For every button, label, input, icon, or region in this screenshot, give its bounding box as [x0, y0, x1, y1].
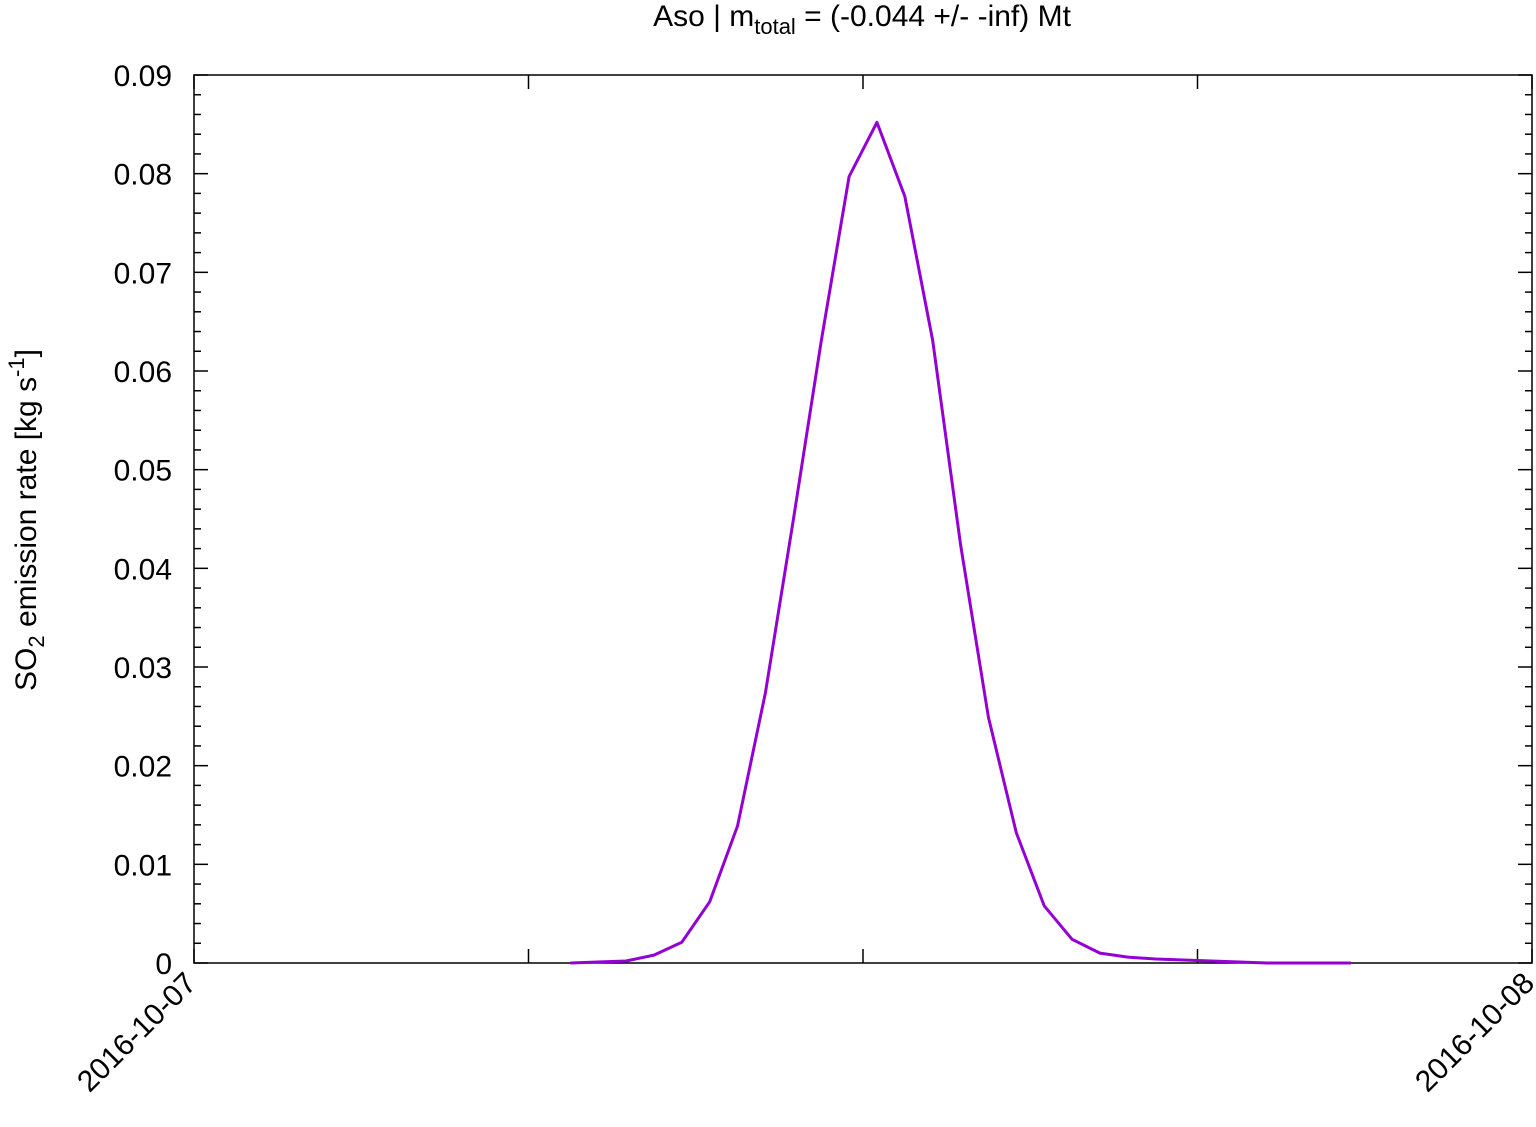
y-tick-label: 0.05	[114, 455, 172, 488]
y-tick-label: 0.01	[114, 849, 172, 882]
x-tick-label: 2016-10-08	[1409, 967, 1536, 1099]
y-tick-label: 0.08	[114, 159, 172, 192]
plot-frame	[193, 74, 1533, 964]
title-subscript: total	[754, 14, 796, 39]
data-line	[570, 120, 1351, 965]
y-tick-label: 0.09	[114, 60, 172, 93]
y-tick-label: 0.06	[114, 356, 172, 389]
y-tick-label: 0.04	[114, 553, 172, 586]
y-tick-label: 0.02	[114, 751, 172, 784]
title-text: Aso | m	[653, 0, 754, 33]
y-tick-label: 0.07	[114, 257, 172, 290]
title-rest: = (-0.044 +/- -inf) Mt	[796, 0, 1072, 33]
ylabel-superscript: -1	[4, 357, 29, 377]
x-tick-label: 2016-10-07	[71, 967, 203, 1099]
y-tick-label: 0.03	[114, 652, 172, 685]
y-tick-label: 0	[155, 948, 172, 981]
chart-title: Aso | mtotal = (-0.044 +/- -inf) Mt	[653, 0, 1071, 39]
ylabel-text: SO	[10, 648, 43, 691]
y-axis-label: SO2 emission rate [kg s-1]	[4, 349, 49, 691]
ylabel-subscript: 2	[24, 635, 49, 647]
ylabel-end: ]	[10, 349, 43, 357]
ylabel-rest: emission rate [kg s	[10, 377, 43, 635]
